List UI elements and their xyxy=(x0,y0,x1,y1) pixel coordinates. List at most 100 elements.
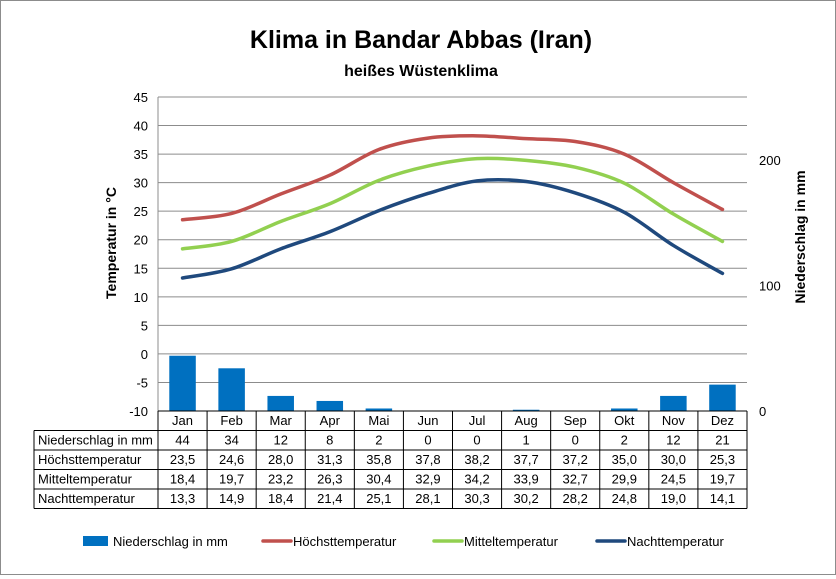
table-cell: 25,1 xyxy=(366,491,391,506)
precipitation-bars xyxy=(169,355,736,411)
table-cell: 33,9 xyxy=(513,472,538,487)
max-temperature-line xyxy=(180,134,725,222)
table-cell: 31,3 xyxy=(317,452,342,467)
right-tick-label: 0 xyxy=(759,404,766,419)
table-cell: 30,2 xyxy=(513,491,538,506)
legend-label: Niederschlag in mm xyxy=(113,534,228,549)
table-cell: 0 xyxy=(424,433,431,448)
table-cell: 35,0 xyxy=(612,452,637,467)
month-label: Mai xyxy=(368,413,389,428)
month-label: Aug xyxy=(515,413,538,428)
month-label: Feb xyxy=(220,413,242,428)
table-cell: 38,2 xyxy=(464,452,489,467)
table-cell: 24,8 xyxy=(612,491,637,506)
month-label: Dez xyxy=(711,413,734,428)
table-cell: 25,3 xyxy=(710,452,735,467)
precipitation-bar xyxy=(512,409,540,411)
table-row-header: Niederschlag in mm xyxy=(38,433,153,448)
temperature-lines xyxy=(180,134,725,280)
right-axis-title: Niederschlag in mm xyxy=(792,170,808,303)
legend: Niederschlag in mm Höchsttemperatur Mittel… xyxy=(83,534,724,549)
table-cell: 21,4 xyxy=(317,491,342,506)
table-cell: 1 xyxy=(523,433,530,448)
precipitation-bar xyxy=(709,384,736,411)
table-cell: 23,5 xyxy=(170,452,195,467)
precipitation-bar xyxy=(660,395,687,411)
table-cell: 34,2 xyxy=(464,472,489,487)
precipitation-bar xyxy=(365,408,393,411)
data-table: Jan Feb Mar Apr Mai Jun Jul Aug Sep Okt Nov Dez Nied… xyxy=(33,410,748,509)
legend-swatch-bar xyxy=(83,536,108,546)
table-row-header: Nachttemperatur xyxy=(38,491,135,506)
table-cell: 0 xyxy=(572,433,579,448)
table-row-header: Höchsttemperatur xyxy=(38,452,142,467)
left-tick-label: 5 xyxy=(141,318,148,333)
table-cell: 2 xyxy=(375,433,382,448)
left-tick-label: 45 xyxy=(134,90,148,105)
chart-title: Klima in Bandar Abbas (Iran) xyxy=(250,26,592,54)
precipitation-bar xyxy=(218,368,245,411)
left-tick-label: 25 xyxy=(134,204,148,219)
left-tick-label: 0 xyxy=(141,347,148,362)
table-cell: 35,8 xyxy=(366,452,391,467)
table-cell: 18,4 xyxy=(268,491,293,506)
month-label: Okt xyxy=(614,413,635,428)
table-cell: 28,0 xyxy=(268,452,293,467)
legend-label: Mitteltemperatur xyxy=(464,534,559,549)
table-cell: 19,7 xyxy=(710,472,735,487)
left-axis-title: Temperatur in °C xyxy=(103,187,119,299)
precipitation-bar xyxy=(611,408,638,411)
left-tick-label: 40 xyxy=(134,119,148,134)
month-label: Nov xyxy=(662,413,686,428)
left-tick-label: 35 xyxy=(134,147,148,162)
table-cell: 13,3 xyxy=(170,491,195,506)
legend-label: Nachttemperatur xyxy=(627,534,724,549)
table-cell: 32,9 xyxy=(415,472,440,487)
table-cell: 24,5 xyxy=(661,472,686,487)
night-temperature-line xyxy=(180,177,725,280)
axes: 45 40 35 30 25 20 15 10 5 0 -5 -10 200 100 0 xyxy=(129,90,781,419)
left-tick-label: -10 xyxy=(129,404,148,419)
month-label: Jul xyxy=(469,413,486,428)
table-cell: 32,7 xyxy=(563,472,588,487)
table-cell: 12 xyxy=(666,433,680,448)
month-label: Sep xyxy=(564,413,587,428)
table-cell: 0 xyxy=(473,433,480,448)
table-cell: 12 xyxy=(273,433,287,448)
table-cell: 14,1 xyxy=(710,491,735,506)
table-cell: 37,8 xyxy=(415,452,440,467)
table-cell: 28,2 xyxy=(563,491,588,506)
mean-temperature-line xyxy=(180,156,725,251)
left-tick-label: 20 xyxy=(134,233,148,248)
month-label: Mar xyxy=(270,413,293,428)
month-label: Apr xyxy=(320,413,341,428)
left-tick-label: 30 xyxy=(134,176,148,191)
right-tick-label: 200 xyxy=(759,153,781,168)
table-cell: 28,1 xyxy=(415,491,440,506)
table-cell: 30,3 xyxy=(464,491,489,506)
table-cell: 26,3 xyxy=(317,472,342,487)
table-cell: 23,2 xyxy=(268,472,293,487)
left-tick-label: 15 xyxy=(134,261,148,276)
table-cell: 29,9 xyxy=(612,472,637,487)
table-row-header: Mitteltemperatur xyxy=(38,472,133,487)
table-cell: 14,9 xyxy=(219,491,244,506)
table-cell: 19,7 xyxy=(219,472,244,487)
table-cell: 37,2 xyxy=(563,452,588,467)
table-cell: 30,0 xyxy=(661,452,686,467)
precipitation-bar xyxy=(169,355,196,411)
right-tick-label: 100 xyxy=(759,278,781,293)
table-cell: 44 xyxy=(175,433,189,448)
table-cell: 30,4 xyxy=(366,472,391,487)
table-cell: 18,4 xyxy=(170,472,195,487)
month-label: Jun xyxy=(417,413,438,428)
table-cell: 8 xyxy=(326,433,333,448)
left-tick-label: -5 xyxy=(136,375,148,390)
precipitation-bar xyxy=(316,400,344,411)
left-tick-label: 10 xyxy=(134,290,148,305)
month-label: Jan xyxy=(172,413,193,428)
table-cell: 19,0 xyxy=(661,491,686,506)
table-cell: 21 xyxy=(715,433,729,448)
